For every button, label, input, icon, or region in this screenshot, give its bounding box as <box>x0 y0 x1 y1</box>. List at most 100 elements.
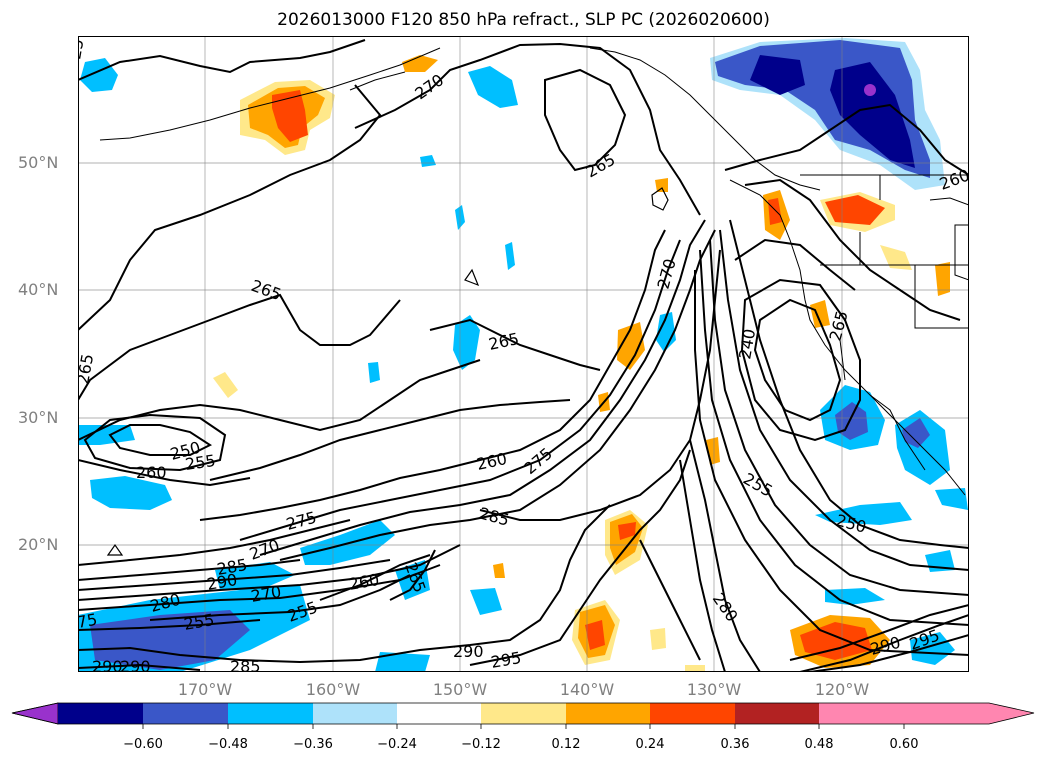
contour-label: 240 <box>735 327 759 360</box>
lat-label-50n: 50°N <box>18 153 59 172</box>
negative-anomaly-s3 <box>375 652 430 672</box>
contour-260-low <box>78 459 251 487</box>
colorbar-segment <box>481 703 566 724</box>
contour-260-jet <box>319 554 431 601</box>
contour-label: 290 <box>92 657 123 672</box>
contour-label: 260 <box>347 570 380 594</box>
contour-label: 290 <box>453 642 484 661</box>
contour-295-south <box>78 663 201 671</box>
negative-anomaly-se4 <box>935 488 968 510</box>
colorbar-tick: 0.24 <box>635 737 665 752</box>
colorbar-tick: −0.36 <box>293 737 333 752</box>
contour-250-ne <box>734 238 856 291</box>
contours <box>78 39 969 672</box>
contour-240-east <box>753 298 842 422</box>
colorbar-tick: −0.24 <box>377 737 417 752</box>
colorbar-segment <box>143 703 228 724</box>
small-closed-contours <box>106 187 669 556</box>
contour-label: 75 <box>78 610 99 632</box>
contour-270-jet <box>78 519 351 566</box>
contour-260-east <box>709 239 969 596</box>
contour-290-jet <box>78 559 391 591</box>
contour-295-central <box>469 449 691 666</box>
contour-label: 260 <box>475 449 509 474</box>
contour-260-central <box>209 399 571 481</box>
lat-label-30n: 30°N <box>18 408 59 427</box>
colorbar-segment <box>228 703 313 724</box>
positive-anomaly-e1-core <box>825 195 885 225</box>
negative-anomaly-jet2 <box>215 562 295 590</box>
colorbar-segment <box>650 703 735 724</box>
contour-jet-se2 <box>789 604 969 661</box>
contour-label: 255 <box>184 451 217 474</box>
lat-label-40n: 40°N <box>18 280 59 299</box>
contour-255-ne <box>744 178 961 321</box>
positive-anomaly-aleutian-core <box>272 90 308 142</box>
positive-anomaly-e5 <box>810 300 830 328</box>
contour-label: 290 <box>120 657 151 672</box>
contour-265-north <box>78 39 366 81</box>
lat-label-20n: 20°N <box>18 535 59 554</box>
colorbar-segment <box>58 703 143 724</box>
colorbar-tick: −0.48 <box>208 737 248 752</box>
contour-255-south <box>78 619 261 631</box>
colorbar-extend-right <box>904 703 1034 724</box>
colorbar-segment <box>819 703 904 724</box>
contour-260-ne <box>724 103 969 176</box>
contour-255-low <box>83 413 227 472</box>
contour-285-central <box>259 219 706 556</box>
positive-anomaly-north <box>402 55 438 72</box>
positive-anomaly-e3 <box>880 245 912 270</box>
contour-285-se <box>479 249 721 521</box>
map-svg: 270 265 260 265 265 265 270 240 250 255 … <box>78 36 969 672</box>
positive-anomaly-c4 <box>655 178 668 192</box>
contour-jet-se1 <box>799 614 969 672</box>
negative-anomaly-mid4 <box>420 155 436 167</box>
chart-title: 2026013000 F120 850 hPa refract., SLP PC… <box>277 10 770 30</box>
negative-anomaly-se3 <box>815 502 912 525</box>
lon-label-150w: 150°W <box>432 680 488 699</box>
negative-anomaly-se6 <box>910 632 955 665</box>
contour-label: 275 <box>520 444 556 478</box>
colorbar-tick: 0.36 <box>720 737 750 752</box>
lon-label-140w: 140°W <box>559 680 615 699</box>
colorbar-segment <box>397 703 481 724</box>
negative-anomaly-nw <box>80 58 118 92</box>
contour-280-central <box>239 239 681 541</box>
contour-label: 265 <box>583 150 619 182</box>
colorbar <box>11 702 1035 729</box>
colorbar-tick: 0.12 <box>551 737 581 752</box>
lon-label-120w: 120°W <box>814 680 870 699</box>
lon-label-160w: 160°W <box>305 680 361 699</box>
negative-anomaly-s1 <box>470 588 502 615</box>
negative-anomaly-ne-peak <box>864 84 876 96</box>
contour-label: 265 <box>249 276 284 304</box>
contour-label: 270 <box>247 535 282 563</box>
contour-label: 265 <box>826 309 852 343</box>
contour-265-south <box>389 549 436 601</box>
negative-anomaly-mid3 <box>505 242 515 270</box>
contour-250-low <box>108 424 213 456</box>
contour-275-se <box>679 459 726 672</box>
lon-label-170w: 170°W <box>177 680 233 699</box>
contour-label: 285 <box>477 504 511 530</box>
colorbar-tick: −0.60 <box>123 737 163 752</box>
contour-270-north <box>354 42 701 216</box>
contour-285-jet <box>78 559 301 581</box>
colorbar-tick: −0.12 <box>461 737 501 752</box>
contour-label: 290 <box>205 570 238 594</box>
colorbar-tick: 0.60 <box>889 737 919 752</box>
negative-anomaly-se2-core <box>902 418 930 448</box>
contour-290-south <box>78 504 611 664</box>
colorbar-segment <box>735 703 819 724</box>
colorbar-segment <box>566 703 650 724</box>
positive-anomaly-s4-core <box>618 522 636 540</box>
contour-270-se <box>639 539 701 661</box>
contour-label: 270 <box>654 257 680 291</box>
map-panel: 270 265 260 265 265 265 270 240 250 255 … <box>78 36 969 672</box>
contour-265-mid <box>78 293 401 401</box>
contour-290-central <box>279 229 716 561</box>
contour-label: 25 <box>78 37 87 60</box>
negative-anomaly-mid6 <box>656 312 676 352</box>
gridlines <box>78 36 969 672</box>
